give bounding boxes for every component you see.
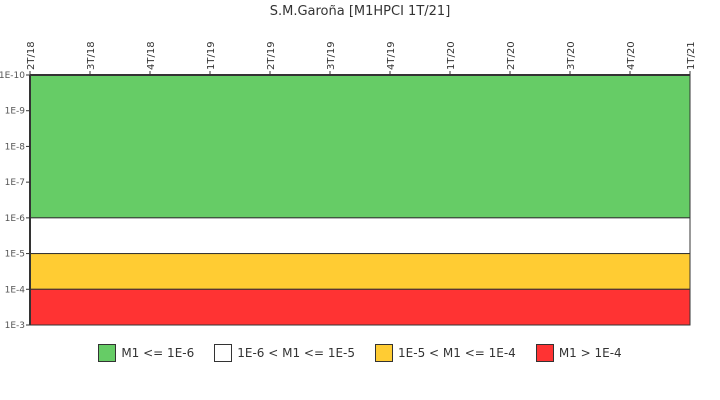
x-tick-label: 1T/21 xyxy=(686,41,697,70)
y-tick-label: 1E-10 xyxy=(0,71,25,81)
y-tick-label: 1E-7 xyxy=(5,178,25,188)
legend-label: M1 > 1E-4 xyxy=(558,346,622,360)
legend-item-yellow: 1E-5 < M1 <= 1E-4 xyxy=(375,344,516,362)
x-tick-label: 1T/20 xyxy=(446,41,457,70)
legend-item-white: 1E-6 < M1 <= 1E-5 xyxy=(214,344,355,362)
legend-swatch xyxy=(375,344,394,362)
y-tick-label: 1E-5 xyxy=(5,250,25,260)
x-tick-label: 2T/19 xyxy=(266,41,277,70)
legend-item-green: M1 <= 1E-6 xyxy=(98,344,194,362)
legend: M1 <= 1E-6 1E-6 < M1 <= 1E-5 1E-5 < M1 <… xyxy=(0,344,720,362)
x-tick-label: 3T/20 xyxy=(566,41,577,70)
x-tick-label: 3T/19 xyxy=(326,41,337,70)
legend-label: 1E-6 < M1 <= 1E-5 xyxy=(237,346,356,360)
x-tick-label: 4T/19 xyxy=(386,41,397,70)
band xyxy=(29,217,691,255)
x-tick-label: 4T/20 xyxy=(626,41,637,70)
legend-item-red: M1 > 1E-4 xyxy=(535,344,622,362)
legend-swatch xyxy=(214,344,233,362)
chart-plot: 1E-10 1E-9 1E-8 1E-7 1E-6 1E-5 1E-4 1E-3 2T/18 3T… xyxy=(0,41,697,331)
band xyxy=(29,74,691,219)
y-tick-label: 1E-8 xyxy=(5,142,26,152)
legend-label: 1E-5 < M1 <= 1E-4 xyxy=(398,346,516,360)
y-tick-label: 1E-4 xyxy=(5,285,26,295)
x-tick-label: 1T/19 xyxy=(206,41,217,70)
x-tick-label: 2T/20 xyxy=(506,41,517,70)
chart-title: S.M.Garoña [M1HPCI 1T/21] xyxy=(269,4,451,19)
x-tick-label: 3T/18 xyxy=(86,41,97,70)
x-tick-label: 2T/18 xyxy=(26,41,37,70)
x-tick-label: 4T/18 xyxy=(146,41,157,70)
y-tick-label: 1E-3 xyxy=(5,321,25,331)
y-tick-label: 1E-6 xyxy=(5,214,26,224)
legend-label: M1 <= 1E-6 xyxy=(121,346,195,360)
band xyxy=(29,288,691,326)
y-tick-label: 1E-9 xyxy=(5,107,26,117)
legend-swatch xyxy=(98,344,117,362)
legend-swatch xyxy=(535,344,554,362)
band xyxy=(29,253,691,290)
